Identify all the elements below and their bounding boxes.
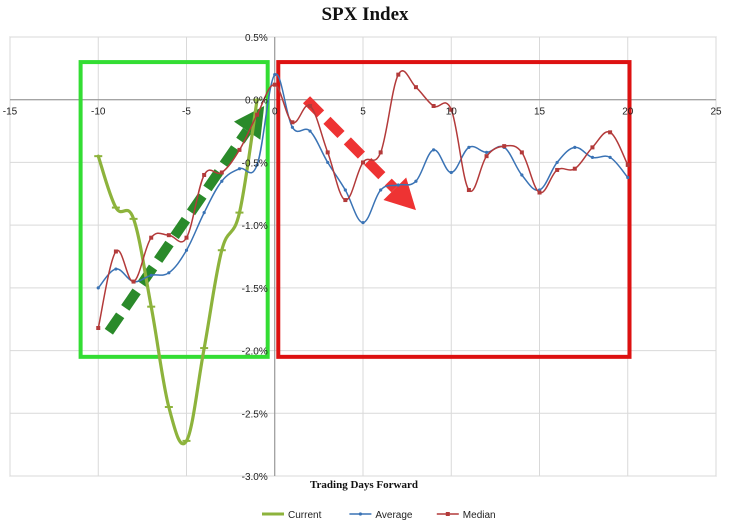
median-point (237, 147, 242, 152)
green-highlight-box (78, 60, 270, 359)
median-point (572, 166, 577, 171)
y-tick-label: -3.0% (242, 472, 268, 483)
legend-marker-average (358, 512, 362, 516)
x-axis-label: Trading Days Forward (310, 479, 418, 491)
average-point (361, 221, 365, 225)
y-tick-label: -0.5% (242, 158, 268, 169)
average-point (608, 155, 612, 160)
median-point (202, 172, 207, 177)
y-tick-label: -2.0% (242, 347, 268, 358)
median-point (219, 170, 224, 175)
legend-label-median: Median (463, 510, 496, 521)
average-point (432, 148, 436, 152)
median-point (431, 103, 436, 108)
median-point (131, 279, 136, 284)
average-point (573, 145, 577, 149)
median-point (308, 103, 313, 108)
average-point (379, 188, 383, 192)
median-point (184, 235, 189, 240)
legend-label-average: Average (375, 510, 413, 521)
median-point (113, 249, 118, 254)
chart-title: SPX Index (321, 4, 409, 25)
median-point (343, 198, 348, 203)
median-point (325, 150, 330, 155)
average-point (520, 173, 524, 177)
x-tick-label: 5 (360, 107, 366, 118)
median-point (290, 120, 295, 125)
current-series-line (96, 98, 259, 446)
x-tick-label: -15 (3, 107, 18, 118)
y-tick-label: 0.5% (245, 33, 268, 44)
average-point (414, 179, 418, 183)
green-dashed-arrow-shaft (104, 127, 252, 335)
median-point (502, 144, 507, 149)
tick-labels: -15 -10 -5 0 5 10 15 20 25 0.5% 0.0% -0.5% -1.0% -1.5… (3, 33, 722, 483)
red-dashed-arrow-shaft (302, 96, 399, 193)
average-point (237, 167, 242, 171)
average-point (114, 267, 118, 271)
y-tick-label: -1.0% (242, 221, 268, 232)
average-point (467, 145, 471, 149)
red-highlight-box (276, 60, 632, 359)
average-point (184, 248, 189, 252)
median-point (166, 233, 171, 238)
legend-marker-median (445, 512, 450, 516)
median-point (555, 167, 560, 172)
y-tick-label: -2.5% (242, 409, 268, 420)
median-point (625, 162, 630, 167)
average-point (590, 155, 595, 160)
median-point (96, 325, 101, 330)
average-point (290, 125, 294, 129)
median-point (608, 130, 613, 135)
average-point (484, 150, 489, 154)
median-point (396, 72, 401, 77)
average-point (326, 160, 330, 165)
median-point (466, 188, 471, 193)
x-tick-label: -10 (91, 107, 106, 118)
series-layer (94, 70, 630, 446)
x-tick-label: -5 (182, 107, 191, 118)
median-point (413, 85, 418, 90)
average-point (167, 271, 171, 275)
average-point (273, 73, 277, 77)
average-point (396, 183, 400, 187)
annotations (78, 60, 632, 359)
legend: Current Average Median (262, 510, 496, 521)
median-point (537, 190, 542, 195)
median-point (484, 154, 489, 159)
median-point (519, 150, 524, 155)
average-point (626, 175, 630, 180)
average-point (255, 163, 259, 167)
median-point (149, 235, 154, 240)
median-point (361, 160, 365, 165)
average-point (555, 160, 559, 165)
median-point (449, 107, 454, 112)
median-point (272, 82, 277, 87)
median-point (590, 145, 595, 150)
x-tick-label: 0 (272, 107, 278, 118)
median-point (255, 112, 260, 117)
average-point (220, 179, 224, 183)
average-point (308, 129, 312, 133)
gridlines (9, 36, 717, 477)
axes (10, 37, 716, 476)
y-tick-label: 0.0% (245, 96, 268, 107)
y-tick-label: -1.5% (242, 284, 268, 295)
median-point (378, 150, 383, 155)
red-dashed-arrow-head (383, 177, 416, 211)
legend-label-current: Current (288, 510, 322, 521)
average-point (449, 170, 453, 175)
x-tick-label: 10 (446, 107, 458, 118)
x-tick-label: 20 (622, 107, 634, 118)
x-tick-label: 15 (534, 107, 546, 118)
average-point (343, 188, 347, 192)
average-point (149, 273, 153, 277)
average-point (96, 286, 100, 290)
x-tick-label: 25 (710, 107, 722, 118)
average-point (202, 211, 206, 215)
